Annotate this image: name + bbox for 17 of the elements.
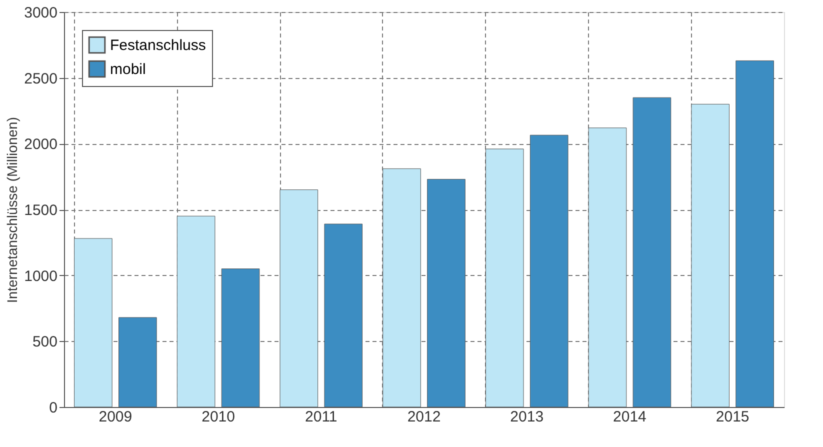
x-tick-label: 2015: [716, 408, 750, 426]
x-tick-label: 2014: [613, 408, 646, 426]
y-axis-title: Internetanschlüsse (Millionen): [4, 117, 20, 303]
y-tick-label: 2000: [24, 136, 58, 154]
legend-label: mobil: [110, 61, 146, 78]
y-tick-label: 1000: [24, 268, 58, 285]
y-tick-label: 2500: [24, 70, 58, 88]
x-tick-label: 2011: [305, 408, 338, 426]
y-tick-label: 3000: [24, 4, 58, 22]
x-tick-label: 2012: [407, 408, 441, 426]
y-tick-label: 500: [32, 334, 58, 351]
x-tick-label: 2013: [510, 408, 544, 426]
x-tick-label: 2010: [202, 408, 235, 426]
y-tick-label: 1500: [24, 202, 58, 219]
y-tick-label: 0: [49, 400, 58, 416]
legend-label: Festanschluss: [110, 37, 206, 54]
x-tick-label: 2009: [98, 408, 132, 426]
